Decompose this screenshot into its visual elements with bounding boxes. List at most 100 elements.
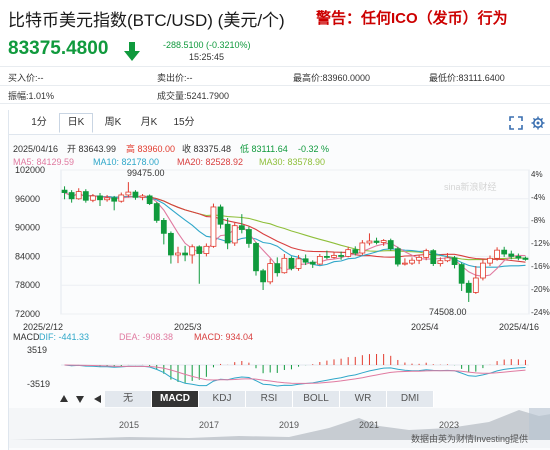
candle-body <box>175 252 181 256</box>
bid-price: 买入价:-- <box>8 73 44 83</box>
tab-1min[interactable]: 1分 <box>31 117 47 128</box>
price-tick-label: 78000 <box>15 280 40 290</box>
candle-body <box>387 240 394 250</box>
candle-body <box>97 195 103 201</box>
pct-tick-label: -24% <box>531 308 550 317</box>
candle-body <box>472 277 479 293</box>
high-price: 最高价:83960.0000 <box>293 73 371 83</box>
amplitude: 振幅:1.01% <box>8 91 55 101</box>
candle-body <box>203 245 210 254</box>
candle-body <box>267 263 274 283</box>
candle-body <box>139 195 146 198</box>
legend-ma5: MA5: 84129.59 <box>13 157 74 167</box>
candle-body <box>331 255 337 258</box>
indicator-tab-kdj[interactable]: KDJ <box>199 391 246 407</box>
candle-body <box>61 189 68 193</box>
candle-body <box>430 250 437 264</box>
page-title: 比特币美元指数(BTC/USD) (美元/个) <box>8 11 285 30</box>
candle-body <box>125 191 132 196</box>
scroll-up-icon[interactable] <box>59 394 69 404</box>
overview-area <box>9 410 550 440</box>
legend-change: -0.32 % <box>298 144 329 154</box>
indicator-tab-macd[interactable]: MACD <box>152 391 199 407</box>
year-label-2015: 2015 <box>119 420 139 430</box>
tab-monthly[interactable]: 月K <box>140 117 158 128</box>
candle-body <box>90 195 96 201</box>
quote-time: 15:25:45 <box>189 52 225 62</box>
date-label-3: 2025/4 <box>411 322 439 332</box>
fullscreen-icon[interactable] <box>509 116 523 130</box>
legend-ma30: MA30: 83578.90 <box>259 157 325 167</box>
candle-body <box>153 203 160 221</box>
low-annotation: 74508.00 <box>429 307 467 317</box>
candle-body <box>338 255 344 257</box>
candle-body <box>231 225 238 244</box>
candle-body <box>168 232 174 256</box>
year-label-2023: 2023 <box>439 420 459 430</box>
scroll-down-icon[interactable] <box>75 394 85 404</box>
tab-15min[interactable]: 15分 <box>173 117 195 128</box>
candle-body <box>68 192 75 200</box>
candle-body <box>458 264 465 284</box>
macd-title: MACD <box>13 332 40 342</box>
pct-tick-label: -16% <box>531 262 550 271</box>
candle-body <box>238 225 245 230</box>
candle-body <box>281 257 288 274</box>
price-tick-label: 90000 <box>15 223 40 233</box>
candle-body <box>345 249 352 257</box>
ask-price: 卖出价:-- <box>157 73 193 83</box>
date-label-1: 2025/2/12 <box>23 322 63 332</box>
candle-body <box>394 248 401 265</box>
candle-body <box>409 259 415 264</box>
candle-body <box>508 253 515 257</box>
indicator-tab-dmi[interactable]: DMI <box>387 391 434 407</box>
candle-body <box>182 252 188 256</box>
candle-body <box>309 261 316 265</box>
candle-body <box>246 229 252 244</box>
scroll-left-icon[interactable] <box>93 394 103 404</box>
year-label-2017: 2017 <box>199 420 219 430</box>
candle-body <box>75 191 82 200</box>
candle-body <box>522 257 529 260</box>
candle-body <box>118 194 125 202</box>
indicator-tab-wr[interactable]: WR <box>340 391 387 407</box>
legend-ma20: MA20: 82528.92 <box>177 157 243 167</box>
candle-body <box>515 255 522 259</box>
legend-date: 2025/04/16 <box>13 144 58 154</box>
candle-body <box>302 258 309 263</box>
settings-icon[interactable] <box>531 116 545 130</box>
indicator-tab-rsi[interactable]: RSI <box>246 391 293 407</box>
price-tick-label: 102000 <box>15 165 45 175</box>
macd-dea: DEA: -908.38 <box>119 332 173 342</box>
candle-body <box>359 242 366 254</box>
candle-body <box>132 191 139 198</box>
pct-tick-label: -4% <box>531 193 545 202</box>
macd-dif: DIF: -441.33 <box>39 332 89 342</box>
indicator-tab-boll[interactable]: BOLL <box>293 391 340 407</box>
current-price: 83375.4800 <box>8 38 109 59</box>
candle-body <box>416 256 422 261</box>
tab-daily[interactable]: 日K <box>59 113 93 133</box>
candle-body <box>373 240 380 243</box>
pct-tick-label: -12% <box>531 239 550 248</box>
info-row-1: 买入价:-- 卖出价:-- 最高价:83960.0000 最低价:83111.6… <box>0 66 550 86</box>
candle-body <box>380 240 387 243</box>
date-label-2: 2025/3 <box>174 322 202 332</box>
overview-range-handle[interactable] <box>529 408 550 440</box>
price-tick-label: 84000 <box>15 251 40 261</box>
macd-top-label: 3519 <box>27 345 47 355</box>
pct-tick-label: -8% <box>531 216 545 225</box>
pct-tick-label: -20% <box>531 285 550 294</box>
candle-body <box>324 255 330 258</box>
candle-body <box>189 246 196 256</box>
indicator-tab-none[interactable]: 无 <box>105 391 152 407</box>
data-source: 数据由英为财情Investing提供 <box>411 433 528 444</box>
legend-low: 低 83111.64 <box>240 143 288 154</box>
candle-body <box>82 191 89 201</box>
candle-body <box>465 282 472 293</box>
candle-body <box>224 223 231 244</box>
candle-body <box>501 249 508 255</box>
ma30-line <box>64 192 526 261</box>
volume: 成交量:5241.7900 <box>157 91 230 101</box>
tab-weekly[interactable]: 周K <box>104 117 122 128</box>
